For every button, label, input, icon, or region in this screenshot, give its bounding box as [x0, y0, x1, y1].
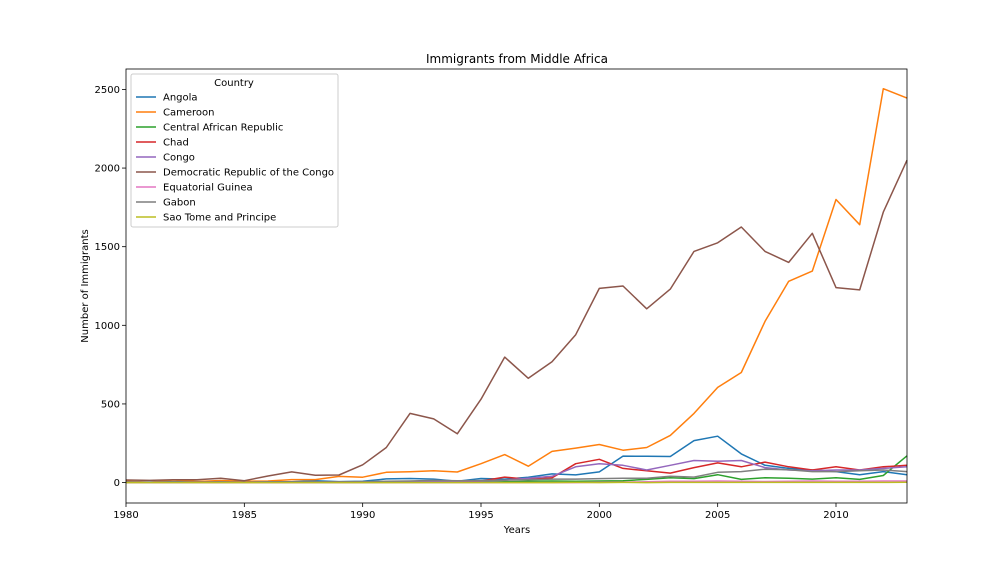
series-line-1 — [125, 87, 908, 483]
y-tick-label-0: 0 — [114, 478, 120, 489]
legend-title: Country — [214, 78, 254, 89]
legend-label-6: Equatorial Guinea — [163, 183, 253, 194]
x-axis: 1980 1985 1990 1995 2000 2005 2010 — [113, 503, 849, 521]
y-tick-label-5: 2500 — [95, 85, 120, 96]
legend-label-8: Sao Tome and Principe — [163, 213, 276, 224]
x-tick-label-0: 1980 — [113, 510, 138, 521]
legend-label-2: Central African Republic — [163, 123, 283, 134]
x-tick-label-5: 2005 — [705, 510, 730, 521]
series-line-0 — [125, 435, 908, 484]
y-tick-label-2: 1000 — [95, 321, 120, 332]
legend-label-5: Democratic Republic of the Congo — [163, 168, 334, 179]
plot-lines — [125, 87, 908, 484]
x-axis-label: Years — [503, 525, 530, 536]
x-tick-label-6: 2010 — [823, 510, 848, 521]
legend-items: Angola Cameroon Central African Republic Ch… — [136, 93, 334, 224]
legend-label-3: Chad — [163, 138, 189, 149]
legend-box — [130, 73, 339, 228]
x-tick-label-1: 1985 — [232, 510, 257, 521]
chart-title: Immigrants from Middle Africa — [426, 52, 608, 66]
legend-label-1: Cameroon — [163, 108, 214, 119]
y-axis-label: Number of Immigrants — [80, 229, 91, 342]
x-tick-label-2: 1990 — [350, 510, 375, 521]
legend-label-4: Congo — [163, 153, 195, 164]
plot-frame — [125, 68, 908, 504]
legend-label-0: Angola — [163, 93, 198, 104]
y-tick-label-1: 500 — [101, 399, 120, 410]
series-line-5 — [125, 159, 908, 482]
y-tick-label-4: 2000 — [95, 164, 120, 175]
x-tick-label-3: 1995 — [468, 510, 493, 521]
legend: Country Angola Cameroon Central African Re… — [130, 73, 339, 228]
y-axis: 0 500 1000 1500 2000 2500 — [95, 85, 126, 489]
y-tick-label-3: 1500 — [95, 242, 120, 253]
legend-label-7: Gabon — [163, 198, 196, 209]
x-tick-label-4: 2000 — [587, 510, 612, 521]
